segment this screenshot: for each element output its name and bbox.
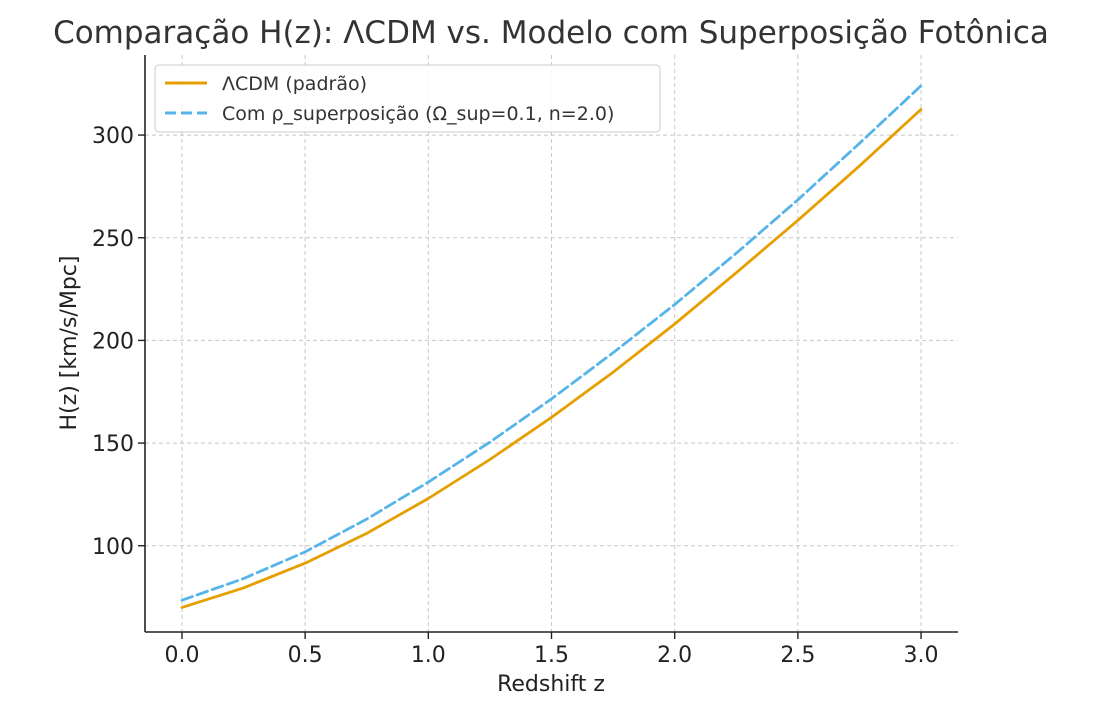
x-axis-label: Redshift z [497, 672, 605, 697]
x-tick-label: 0.5 [288, 643, 323, 668]
legend-label-superposicao: Com ρ_superposição (Ω_sup=0.1, n=2.0) [222, 103, 614, 125]
x-tick-label: 3.0 [904, 643, 939, 668]
legend: ΛCDM (padrão) Com ρ_superposição (Ω_sup=… [154, 64, 661, 133]
y-tick-label: 150 [92, 432, 134, 457]
x-tick-label: 1.5 [534, 643, 569, 668]
chart-title: Comparação H(z): ΛCDM vs. Modelo com Sup… [53, 15, 1049, 51]
x-tick-label: 2.5 [780, 643, 815, 668]
y-axis-label: H(z) [km/s/Mpc] [57, 256, 82, 431]
series-line-superposicao [180, 84, 923, 602]
grid-lines [145, 55, 958, 632]
x-tick-label: 0.0 [164, 643, 199, 668]
y-tick-label: 300 [92, 124, 134, 149]
series-line-lcdm [180, 108, 923, 609]
y-tick-label: 200 [92, 329, 134, 354]
legend-box [154, 64, 661, 133]
y-tick-label: 250 [92, 227, 134, 252]
x-tick-label: 1.0 [411, 643, 446, 668]
series-lines [180, 84, 923, 609]
y-tick-label: 100 [92, 535, 134, 560]
tick-marks: 0.0 0.5 1.0 1.5 2.0 2.5 3.0 100 150 200 250 300 [92, 124, 939, 668]
legend-label-lcdm: ΛCDM (padrão) [222, 73, 367, 95]
x-tick-label: 2.0 [657, 643, 692, 668]
